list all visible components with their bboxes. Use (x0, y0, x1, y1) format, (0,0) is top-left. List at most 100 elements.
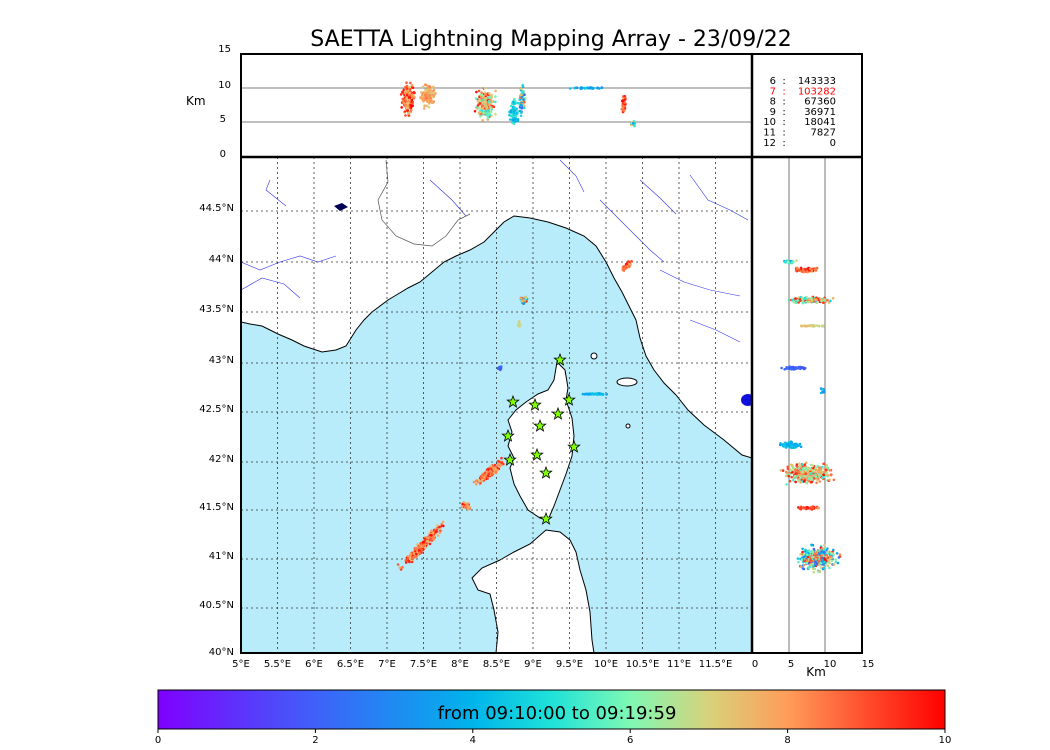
lightning-source (404, 91, 407, 95)
lightning-source (409, 106, 413, 110)
top-ytick: 15 (218, 44, 231, 55)
colorbar-gradient (157, 689, 946, 730)
lightning-source (422, 107, 426, 110)
lightning-source (815, 301, 819, 305)
lightning-source (489, 106, 492, 109)
lma-station-star (501, 428, 515, 442)
lightning-source (817, 559, 821, 563)
lightning-source (512, 122, 516, 125)
lightning-source (522, 106, 526, 110)
lightning-source (490, 93, 493, 97)
side-xtick: 10 (824, 659, 837, 670)
lightning-source (486, 116, 490, 120)
stats-label: 9 (770, 107, 776, 118)
lightning-source (814, 557, 818, 561)
lightning-source (829, 299, 832, 303)
lightning-source (494, 100, 497, 104)
lightning-source (789, 468, 792, 471)
lightning-source (512, 109, 516, 112)
lightning-source (473, 109, 477, 113)
colorbar-tick: 0 (155, 735, 161, 746)
top-ylabel: Km (186, 94, 206, 108)
lightning-source (827, 558, 830, 562)
lightning-source (830, 552, 833, 555)
lightning-source (481, 107, 484, 110)
lightning-source (825, 468, 828, 472)
altitude-longitude-panel: Km 0 5 10 15 (186, 44, 752, 160)
lightning-source (408, 91, 412, 95)
lightning-source (584, 392, 588, 396)
lightning-source (420, 548, 424, 552)
lightning-source (425, 96, 428, 99)
lma-station-star (551, 406, 565, 420)
lightning-source (812, 469, 815, 473)
lightning-source (817, 477, 820, 481)
lightning-source (808, 477, 811, 480)
lightning-source (797, 471, 800, 474)
lightning-source (405, 87, 409, 90)
top-panel-background (241, 54, 752, 157)
lightning-source (517, 323, 520, 327)
lightning-source (789, 259, 792, 263)
stats-label: 6 (770, 76, 776, 87)
lightning-source (828, 478, 831, 482)
lightning-source (805, 466, 808, 470)
lightning-source (605, 393, 608, 396)
lightning-source (464, 506, 468, 510)
lightning-source (425, 83, 428, 87)
lightning-source (515, 107, 519, 111)
lightning-source (481, 473, 484, 477)
lightning-source (440, 524, 444, 528)
lightning-source (600, 86, 604, 89)
lightning-source (480, 112, 483, 116)
lightning-source (425, 540, 429, 543)
lightning-source (511, 107, 514, 111)
lightning-source (826, 298, 829, 302)
stats-panel: 6: 143333 7: 103282 8: 67360 9: 36971 10: 18041 11… (752, 54, 862, 157)
lightning-source (404, 103, 408, 106)
stats-value: 67360 (804, 97, 836, 108)
lightning-source (514, 102, 517, 105)
lightning-source (791, 298, 794, 302)
lightning-source (512, 105, 516, 109)
lightning-source (396, 563, 400, 566)
lightning-source (512, 111, 516, 115)
lightning-source (831, 296, 835, 300)
lightning-source (790, 445, 794, 449)
lightning-source (410, 101, 413, 104)
lightning-source (431, 89, 435, 93)
lightning-source (482, 102, 485, 105)
lightning-source (460, 505, 464, 509)
lightning-source (480, 109, 484, 112)
lightning-source (805, 553, 809, 557)
lightning-source (402, 101, 406, 105)
lightning-source (481, 104, 485, 107)
lightning-source (798, 298, 802, 301)
lightning-source (522, 98, 525, 101)
lon-tick-label: 8.5°E (483, 659, 510, 670)
colorbar-tick: 2 (312, 735, 318, 746)
lightning-source (573, 86, 576, 90)
lightning-source (461, 502, 464, 506)
colorbar-tick: 4 (470, 735, 476, 746)
lma-station-star (528, 397, 542, 411)
elba-island (616, 377, 638, 387)
lightning-source (418, 552, 422, 555)
stats-label: 10 (763, 117, 776, 128)
lightning-source (801, 506, 805, 510)
lightning-source (486, 109, 490, 112)
lightning-source (792, 260, 795, 264)
lightning-source (801, 567, 805, 570)
lightning-source (806, 470, 810, 474)
lon-tick-label: 11.5°E (699, 659, 733, 670)
sardinia-island (471, 529, 595, 653)
lma-station-star (539, 465, 553, 479)
lon-tick-label: 6.5°E (337, 659, 364, 670)
lightning-source (400, 106, 404, 109)
lightning-source (432, 85, 435, 89)
lightning-source (812, 565, 815, 568)
lightning-source (802, 480, 806, 483)
lightning-source (814, 475, 818, 479)
lightning-source (821, 388, 824, 392)
small-island (625, 423, 631, 429)
